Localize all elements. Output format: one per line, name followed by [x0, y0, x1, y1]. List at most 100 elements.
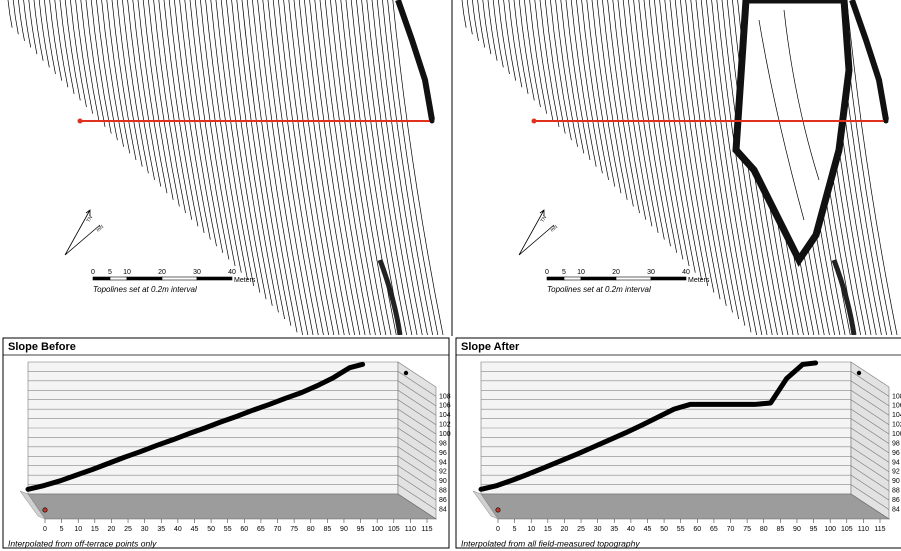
- scale-label: 30: [193, 269, 201, 276]
- scale-segment: [110, 277, 127, 280]
- x-tick-label: 95: [810, 526, 818, 533]
- terrace-edge: [852, 0, 886, 120]
- y-tick-label: 90: [439, 478, 447, 485]
- y-tick-label: 90: [892, 478, 900, 485]
- contour-line: [226, 0, 272, 306]
- scale-segment: [616, 277, 651, 280]
- scale-unit: Meters: [234, 277, 256, 284]
- contour-line: [592, 0, 621, 193]
- x-tick-label: 70: [727, 526, 735, 533]
- scale-segment: [581, 277, 616, 280]
- profile-end: [884, 119, 889, 124]
- contour-line: [138, 0, 167, 193]
- x-tick-label: 5: [60, 526, 64, 533]
- y-tick-label: 98: [439, 440, 447, 447]
- x-tick-label: 0: [43, 526, 47, 533]
- x-tick-label: 65: [257, 526, 265, 533]
- contour-line: [571, 0, 596, 167]
- scale-label: 30: [647, 269, 655, 276]
- scale-label: 0: [91, 269, 95, 276]
- y-tick-label: 88: [439, 488, 447, 495]
- x-tick-label: 40: [627, 526, 635, 533]
- chart-title: Slope After: [461, 341, 520, 353]
- y-tick-label: 88: [892, 488, 900, 495]
- x-tick-label: 95: [357, 526, 365, 533]
- x-tick-label: 60: [693, 526, 701, 533]
- contour-line: [252, 0, 302, 335]
- y-tick-label: 100: [439, 431, 451, 438]
- y-tick-label: 94: [439, 459, 447, 466]
- convergence: [380, 260, 400, 335]
- y-tick-label: 102: [892, 422, 901, 429]
- y-tick-label: 84: [439, 506, 447, 513]
- scale-segment: [651, 277, 686, 280]
- y-tick-label: 94: [892, 459, 900, 466]
- north-label: mN: [549, 224, 559, 234]
- x-tick-label: 50: [207, 526, 215, 533]
- y-tick-label: 96: [439, 450, 447, 457]
- contour-line: [211, 0, 254, 286]
- x-tick-label: 15: [544, 526, 552, 533]
- chart-caption: Interpolated from off-terrace points onl…: [8, 538, 157, 548]
- y-tick-label: 96: [892, 450, 900, 457]
- scale-segment: [547, 277, 564, 280]
- contour-line: [665, 0, 708, 286]
- contour-line: [216, 0, 260, 293]
- start-marker: [43, 508, 47, 512]
- chart-title: Slope Before: [8, 341, 76, 353]
- contour-line: [164, 0, 198, 226]
- y-tick-label: 92: [892, 469, 900, 476]
- x-tick-label: 80: [760, 526, 768, 533]
- scale-label: 20: [612, 269, 620, 276]
- x-tick-label: 30: [594, 526, 602, 533]
- y-tick-label: 92: [439, 469, 447, 476]
- contour-line: [618, 0, 652, 226]
- x-tick-label: 105: [841, 526, 853, 533]
- profile-start: [78, 119, 83, 124]
- y-tick-label: 86: [439, 497, 447, 504]
- x-tick-label: 20: [108, 526, 116, 533]
- x-tick-label: 35: [610, 526, 618, 533]
- contour-line: [29, 0, 37, 54]
- y-tick-label: 102: [439, 422, 451, 429]
- x-tick-label: 105: [388, 526, 400, 533]
- convergence: [834, 260, 854, 335]
- x-tick-label: 45: [644, 526, 652, 533]
- scale-segment: [127, 277, 162, 280]
- x-tick-label: 75: [290, 526, 298, 533]
- y-tick-label: 104: [892, 412, 901, 419]
- contour-line: [493, 0, 503, 67]
- y-tick-label: 100: [892, 431, 901, 438]
- contour-line: [39, 0, 49, 67]
- x-tick-label: 80: [307, 526, 315, 533]
- x-tick-label: 40: [174, 526, 182, 533]
- x-tick-label: 65: [710, 526, 718, 533]
- y-tick-label: 108: [439, 393, 451, 400]
- contour-line: [34, 0, 43, 61]
- x-tick-label: 20: [561, 526, 569, 533]
- x-tick-label: 100: [371, 526, 383, 533]
- topo-map: [462, 0, 897, 335]
- contour-line: [200, 0, 241, 273]
- end-marker: [857, 371, 861, 375]
- x-tick-label: 90: [793, 526, 801, 533]
- page: TNmN0510203040MetersTopolines set at 0.2…: [0, 0, 901, 551]
- contour-line: [18, 0, 24, 41]
- scale-unit: Meters: [688, 277, 710, 284]
- scale-label: 40: [682, 269, 690, 276]
- x-tick-label: 45: [191, 526, 199, 533]
- scale-label: 10: [123, 269, 131, 276]
- x-tick-label: 5: [513, 526, 517, 533]
- contour-line: [654, 0, 695, 273]
- contour-line: [602, 0, 633, 206]
- x-tick-label: 55: [224, 526, 232, 533]
- x-tick-label: 15: [91, 526, 99, 533]
- contour-line: [13, 0, 18, 34]
- contour-line: [488, 0, 497, 61]
- north-arrow: [65, 210, 100, 255]
- x-tick-label: 25: [124, 526, 132, 533]
- contour-line: [462, 0, 466, 28]
- scale-label: 0: [545, 269, 549, 276]
- x-tick-label: 115: [874, 526, 885, 533]
- profile-start: [532, 119, 537, 124]
